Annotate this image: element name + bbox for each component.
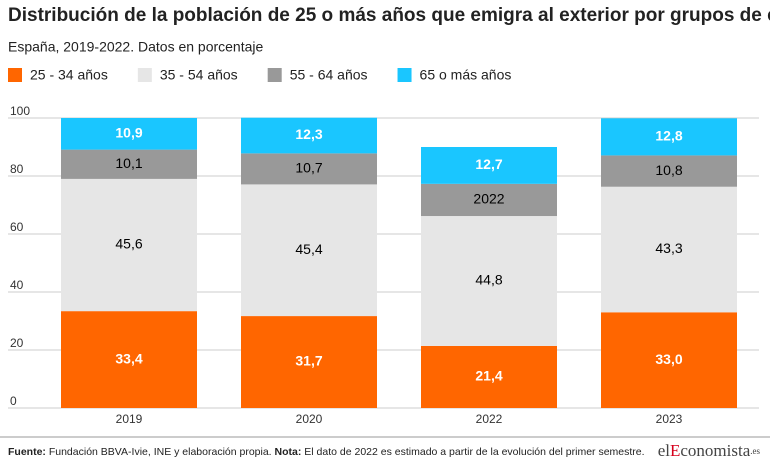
value-label: 2022 [473, 191, 504, 207]
y-tick-label: 0 [10, 394, 17, 408]
bar-segment [601, 118, 737, 156]
bar-segment [61, 149, 197, 179]
value-label: 10,1 [115, 155, 142, 171]
logo: elEconomista.es [658, 441, 761, 460]
value-label: 12,8 [655, 128, 682, 144]
value-label: 33,4 [115, 350, 142, 366]
x-tick-label: 2022 [476, 412, 503, 426]
bar-segment [421, 183, 557, 217]
y-tick-label: 80 [10, 162, 24, 176]
source: Fundación BBVA-Ivie, INE y elaboración p… [49, 446, 272, 458]
value-label: 10,8 [655, 162, 682, 178]
value-label: 21,4 [475, 368, 502, 384]
value-label: 31,7 [295, 353, 322, 369]
value-label: 10,7 [295, 160, 322, 176]
legend-label: 65 o más años [420, 67, 512, 83]
bar-segment [421, 147, 557, 184]
logo-part: .es [750, 446, 760, 456]
value-label: 45,6 [115, 236, 142, 252]
bar-segment [421, 345, 557, 408]
value-label: 12,7 [475, 156, 502, 172]
value-label: 10,9 [115, 125, 142, 141]
legend-label: 35 - 54 años [160, 67, 238, 83]
value-label: 44,8 [475, 272, 502, 288]
y-tick-label: 40 [10, 278, 24, 292]
logo-part: E [670, 441, 680, 460]
y-tick-label: 60 [10, 220, 24, 234]
y-tick-label: 100 [10, 104, 30, 118]
value-label: 33,0 [655, 351, 682, 367]
legend-swatch [267, 68, 282, 82]
bar-segment [241, 153, 377, 185]
bar-segment [421, 216, 557, 346]
chart-subtitle: España, 2019-2022. Datos en porcentaje [8, 39, 264, 55]
legend-label: 55 - 64 años [290, 67, 368, 83]
legend-swatch [397, 68, 412, 82]
legend-swatch [137, 68, 152, 82]
bar-segment [61, 178, 197, 312]
note-label: Nota: [275, 446, 302, 458]
bar-segment [241, 184, 377, 317]
logo-part: el [658, 441, 671, 460]
value-label: 12,3 [295, 126, 322, 142]
logo-part: conomista [680, 441, 750, 460]
legend-swatch [8, 68, 22, 82]
x-tick-label: 2019 [116, 412, 143, 426]
value-label: 43,3 [655, 240, 682, 256]
source-label: Fuente: [8, 446, 46, 458]
value-label: 45,4 [295, 241, 322, 257]
bar-segment [601, 312, 737, 408]
legend-label: 25 - 34 años [30, 67, 108, 83]
note: El dato de 2022 es estimado a partir de … [304, 446, 644, 458]
bar-segment [601, 155, 737, 187]
y-tick-label: 20 [10, 336, 24, 350]
bar-segment [601, 186, 737, 313]
bar-segment [241, 316, 377, 408]
bar-segment [61, 118, 197, 150]
bar-segment [61, 311, 197, 408]
bar-segment [241, 117, 377, 154]
x-tick-label: 2023 [656, 412, 683, 426]
x-tick-label: 2020 [296, 412, 323, 426]
footer: Fuente: Fundación BBVA-Ivie, INE y elabo… [8, 446, 645, 458]
chart-title: Distribución de la población de 25 o más… [8, 5, 770, 26]
